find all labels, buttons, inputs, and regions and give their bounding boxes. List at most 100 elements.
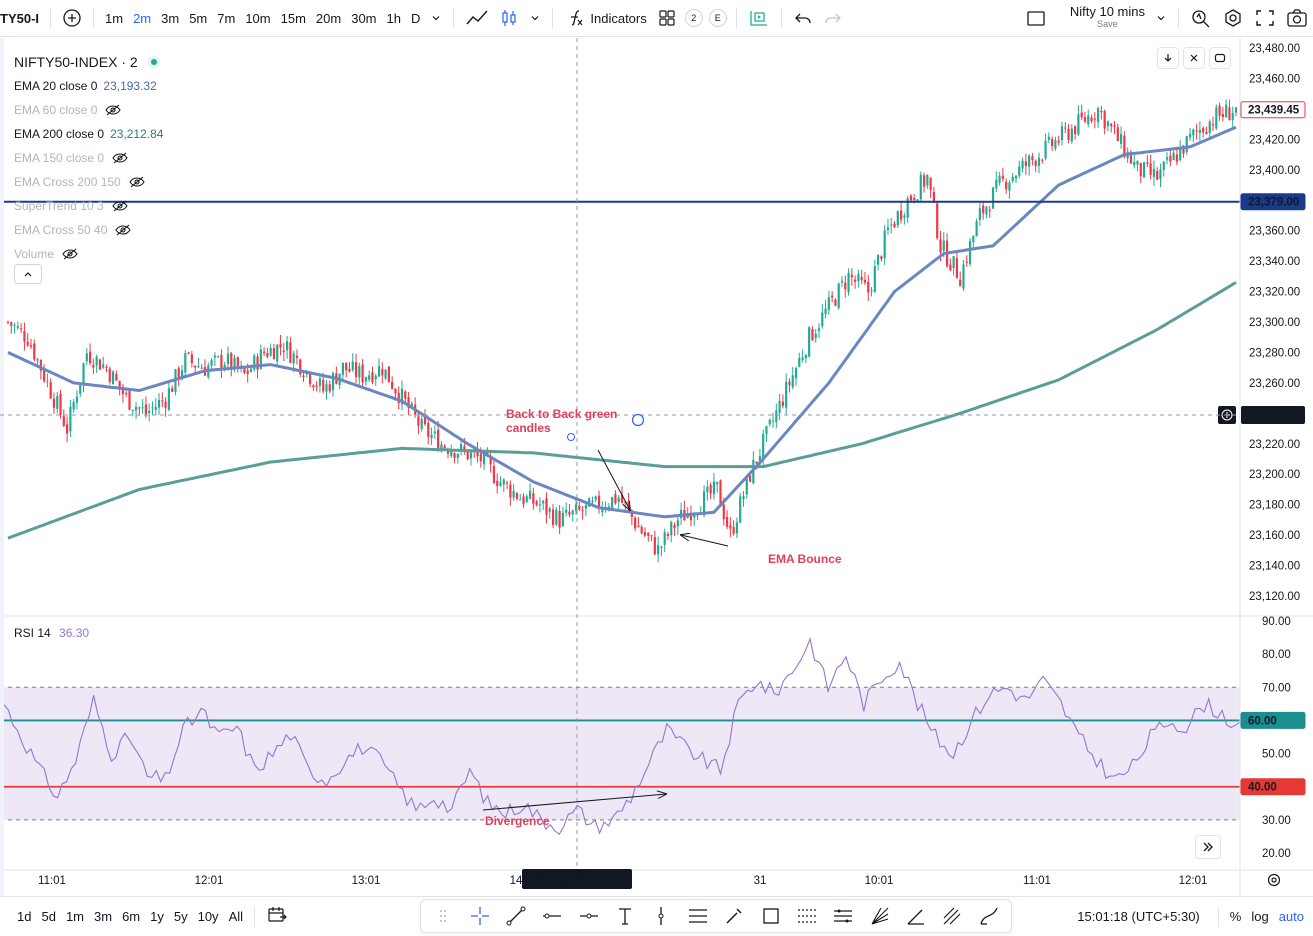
candle[interactable]	[13, 322, 16, 334]
candle[interactable]	[1008, 180, 1011, 199]
candle[interactable]	[56, 392, 59, 414]
candle[interactable]	[781, 394, 784, 409]
drag-handle[interactable]	[431, 904, 455, 928]
legend-row[interactable]: EMA 150 close 0	[14, 146, 163, 170]
candle[interactable]	[873, 259, 876, 293]
annotation-divergence[interactable]: Divergence	[485, 814, 550, 828]
candle[interactable]	[315, 381, 318, 392]
candle[interactable]	[1090, 114, 1093, 124]
candle[interactable]	[985, 205, 988, 219]
candle[interactable]	[190, 350, 193, 368]
eye-crossed-icon[interactable]	[112, 152, 128, 164]
candle[interactable]	[870, 287, 873, 297]
candle[interactable]	[666, 531, 670, 540]
arrow-divergence[interactable]	[482, 794, 666, 811]
candle[interactable]	[66, 416, 69, 443]
candle[interactable]	[657, 536, 660, 563]
candle[interactable]	[995, 171, 998, 193]
candle[interactable]	[177, 366, 180, 387]
candle[interactable]	[394, 388, 397, 398]
crosshair-time-badge[interactable]: 30 Jan '25 14:21	[522, 869, 632, 889]
candle[interactable]	[1172, 150, 1175, 161]
crosshair-tool[interactable]	[468, 904, 492, 928]
candle[interactable]	[591, 496, 594, 504]
candle[interactable]	[417, 413, 420, 435]
quick-search-button[interactable]	[1185, 4, 1217, 32]
candle[interactable]	[936, 202, 939, 240]
candle[interactable]	[568, 504, 571, 518]
candle[interactable]	[1146, 155, 1149, 168]
candle[interactable]	[325, 380, 328, 400]
annotations[interactable]: Back to Back green candles EMA Bounce Diver…	[482, 407, 842, 828]
candle[interactable]	[1014, 174, 1018, 183]
candle[interactable]	[49, 378, 52, 400]
candle[interactable]	[184, 349, 187, 377]
candle[interactable]	[643, 527, 647, 538]
legend-collapse-button[interactable]	[14, 264, 42, 284]
candle[interactable]	[748, 474, 752, 483]
candle[interactable]	[312, 384, 315, 392]
candle[interactable]	[778, 393, 781, 421]
candle[interactable]	[1103, 109, 1106, 135]
chart-canvas[interactable]: 23,480.0023,460.0023,440.0023,420.0023,4…	[0, 38, 1313, 896]
candle[interactable]	[1096, 106, 1100, 128]
legend-row[interactable]: EMA Cross 200 150	[14, 170, 163, 194]
candle[interactable]	[134, 402, 138, 419]
interval-1m[interactable]: 1m	[105, 10, 124, 26]
candle[interactable]	[571, 509, 574, 522]
legend-row[interactable]: SuperTrend 10 3	[14, 194, 163, 218]
eye-crossed-icon[interactable]	[115, 224, 132, 236]
candle[interactable]	[735, 517, 739, 539]
candle[interactable]	[187, 351, 190, 355]
candle[interactable]	[1211, 116, 1215, 132]
rsi-line[interactable]	[3, 637, 1241, 835]
candle[interactable]	[331, 371, 335, 397]
candle[interactable]	[742, 490, 745, 507]
candle[interactable]	[102, 356, 105, 369]
candle[interactable]	[213, 352, 216, 367]
candle[interactable]	[1156, 167, 1159, 181]
candle[interactable]	[351, 353, 354, 372]
interval-30m[interactable]: 30m	[351, 10, 377, 26]
candle[interactable]	[1024, 153, 1027, 175]
fib-retracement-tool[interactable]	[795, 904, 819, 928]
candle[interactable]	[1028, 154, 1031, 176]
candle[interactable]	[1188, 128, 1192, 141]
candle[interactable]	[903, 212, 906, 225]
candle[interactable]	[801, 349, 804, 363]
candle[interactable]	[52, 392, 56, 414]
candle[interactable]	[1021, 157, 1024, 173]
candle[interactable]	[1110, 122, 1113, 133]
candle[interactable]	[266, 347, 269, 359]
legend-row[interactable]: EMA 60 close 0	[14, 98, 163, 122]
candle[interactable]	[499, 476, 502, 487]
templates-button[interactable]	[652, 4, 682, 32]
candle[interactable]	[1051, 136, 1054, 151]
interval-20m[interactable]: 20m	[315, 10, 342, 26]
arrow-ema-bounce[interactable]	[681, 535, 729, 547]
candle[interactable]	[844, 275, 847, 298]
candle[interactable]	[381, 362, 384, 384]
candle[interactable]	[1001, 167, 1004, 182]
candle[interactable]	[998, 171, 1001, 186]
horizontal-ray-tool[interactable]	[540, 904, 564, 928]
candle[interactable]	[1225, 99, 1228, 118]
candle[interactable]	[640, 524, 643, 535]
angle-tool[interactable]	[904, 904, 928, 928]
move-pane-down-button[interactable]	[1157, 47, 1179, 69]
candle[interactable]	[384, 369, 387, 381]
candle[interactable]	[834, 298, 837, 307]
candle[interactable]	[824, 299, 827, 319]
rsi-60-badge[interactable]: 60.00	[1240, 711, 1306, 729]
candle[interactable]	[1215, 104, 1218, 131]
candle[interactable]	[899, 202, 903, 224]
vertical-line-tool[interactable]	[649, 904, 673, 928]
candle[interactable]	[1129, 149, 1133, 164]
candle[interactable]	[460, 440, 463, 456]
candle[interactable]	[525, 494, 528, 504]
ema-20-line[interactable]	[7, 125, 1237, 519]
candle[interactable]	[62, 409, 65, 428]
candle[interactable]	[959, 271, 962, 287]
candle[interactable]	[1054, 136, 1057, 151]
candle[interactable]	[725, 510, 729, 530]
